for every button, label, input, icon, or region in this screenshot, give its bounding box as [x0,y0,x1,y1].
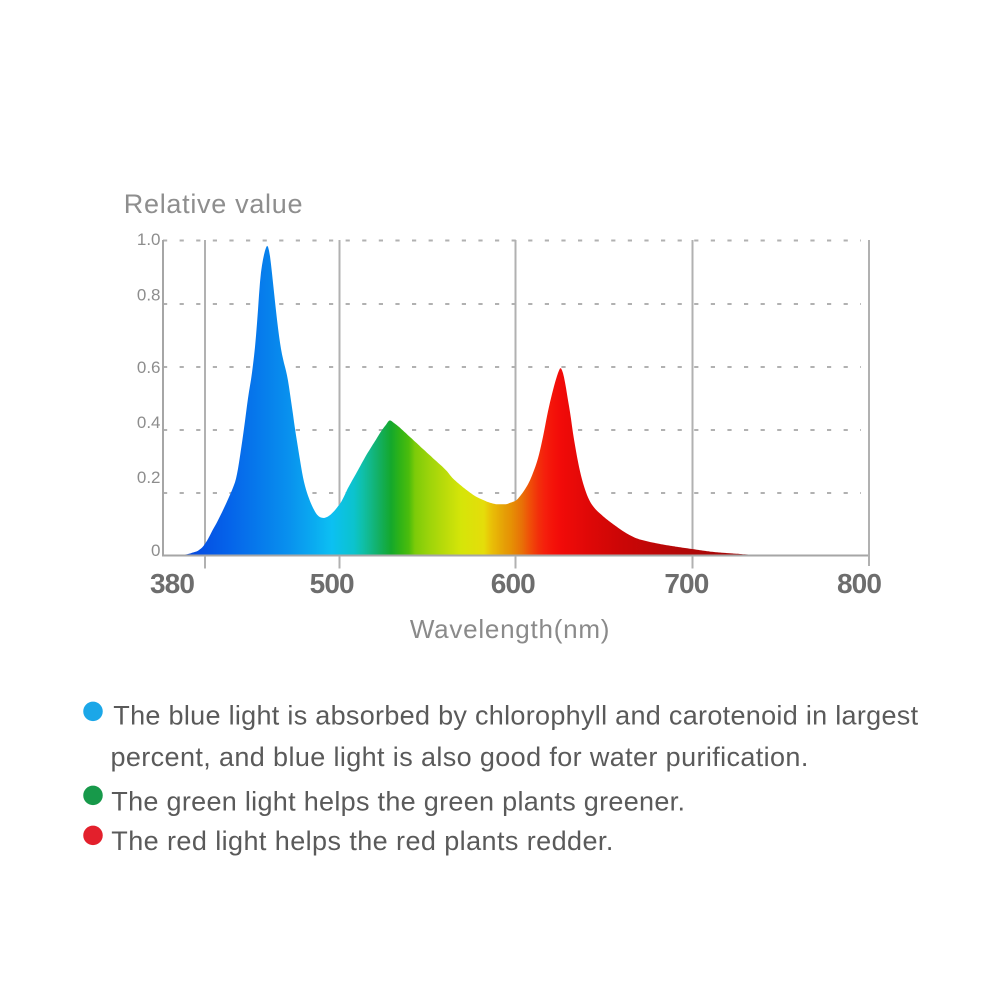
svg-text:Relative value: Relative value [124,189,303,219]
svg-text:600: 600 [491,568,535,599]
svg-text:700: 700 [664,568,708,599]
svg-text:0: 0 [151,541,160,560]
svg-text:380: 380 [150,568,194,599]
svg-text:The red light helps the red pl: The red light helps the red plants redde… [111,826,613,856]
svg-text:0.8: 0.8 [137,285,161,304]
svg-text:800: 800 [837,568,881,599]
svg-text:percent, and blue light is als: percent, and blue light is also good for… [111,742,809,772]
svg-text:500: 500 [310,568,354,599]
svg-text:Wavelength(nm): Wavelength(nm) [410,614,610,644]
svg-text:The green light helps the gree: The green light helps the green plants g… [111,786,685,816]
svg-text:1.0: 1.0 [137,230,161,249]
svg-text:The blue light is absorbed by: The blue light is absorbed by chlorophyl… [113,701,918,731]
svg-text:0.2: 0.2 [137,468,161,487]
svg-text:0.4: 0.4 [137,413,161,432]
svg-text:0.6: 0.6 [137,358,161,377]
